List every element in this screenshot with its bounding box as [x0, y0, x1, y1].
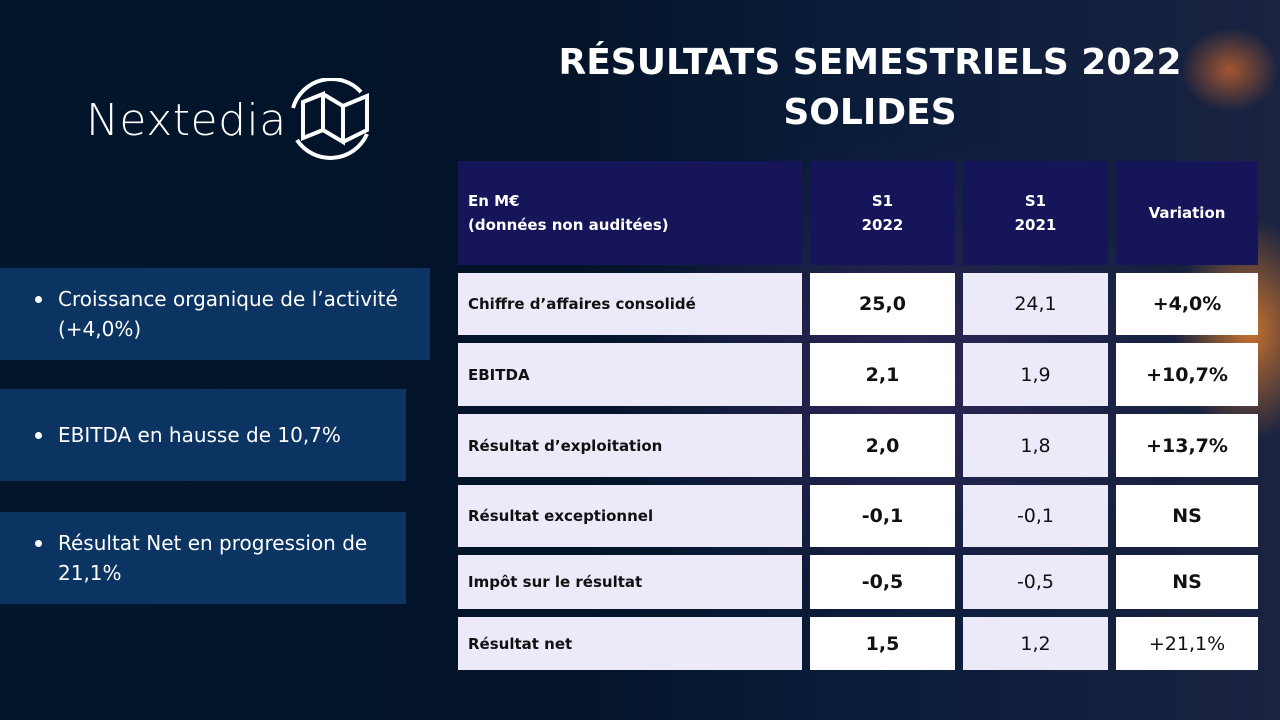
header-label-line2: (données non auditées) — [468, 216, 669, 234]
header-s1-2021: S1 2021 — [963, 161, 1108, 265]
value-variation: NS — [1116, 485, 1258, 547]
title-line-1: RÉSULTATS SEMESTRIELS 2022 — [558, 42, 1182, 83]
row-label: Résultat exceptionnel — [458, 485, 802, 547]
row-label: EBITDA — [458, 343, 802, 406]
bullet-ebitda: EBITDA en hausse de 10,7% — [0, 389, 406, 481]
value-s1-2022: 2,0 — [810, 414, 955, 477]
logo-text: Nextedia — [86, 94, 287, 146]
value-s1-2021: 1,9 — [963, 343, 1108, 406]
value-s1-2022: 1,5 — [810, 617, 955, 670]
value-variation: +4,0% — [1116, 273, 1258, 335]
value-s1-2022: 25,0 — [810, 273, 955, 335]
value-variation: +13,7% — [1116, 414, 1258, 477]
nextedia-logo: Nextedia — [86, 78, 375, 162]
header-s1-2022: S1 2022 — [810, 161, 955, 265]
value-variation: NS — [1116, 555, 1258, 609]
header-text: 2022 — [861, 216, 904, 234]
value-s1-2021: 1,2 — [963, 617, 1108, 670]
header-variation: Variation — [1116, 161, 1258, 265]
logo-cube-icon — [290, 78, 369, 160]
value-s1-2021: 24,1 — [963, 273, 1108, 335]
value-s1-2021: -0,1 — [963, 485, 1108, 547]
row-label: Résultat d’exploitation — [458, 414, 802, 477]
bullet-text: Résultat Net en progression de 21,1% — [58, 531, 368, 585]
header-label: En M€ (données non auditées) — [458, 161, 802, 265]
header-text: Variation — [1148, 204, 1226, 222]
value-s1-2022: -0,5 — [810, 555, 955, 609]
bullet-organic-growth: Croissance organique de l’activité (+4,0… — [0, 268, 430, 360]
header-label-line1: En M€ — [468, 192, 520, 210]
value-s1-2022: 2,1 — [810, 343, 955, 406]
bullet-net-result: Résultat Net en progression de 21,1% — [0, 512, 406, 604]
header-text: S1 — [1024, 192, 1047, 210]
header-text: 2021 — [1014, 216, 1057, 234]
title-line-2: SOLIDES — [783, 92, 957, 133]
bullet-text: Croissance organique de l’activité (+4,0… — [58, 287, 398, 341]
row-label: Impôt sur le résultat — [458, 555, 802, 609]
value-s1-2022: -0,1 — [810, 485, 955, 547]
header-text: S1 — [871, 192, 894, 210]
page-title: RÉSULTATS SEMESTRIELS 2022 SOLIDES — [520, 38, 1220, 138]
row-label: Résultat net — [458, 617, 802, 670]
value-s1-2021: -0,5 — [963, 555, 1108, 609]
value-s1-2021: 1,8 — [963, 414, 1108, 477]
value-variation: +21,1% — [1116, 617, 1258, 670]
value-variation: +10,7% — [1116, 343, 1258, 406]
bullet-text: EBITDA en hausse de 10,7% — [58, 423, 341, 447]
row-label: Chiffre d’affaires consolidé — [458, 273, 802, 335]
